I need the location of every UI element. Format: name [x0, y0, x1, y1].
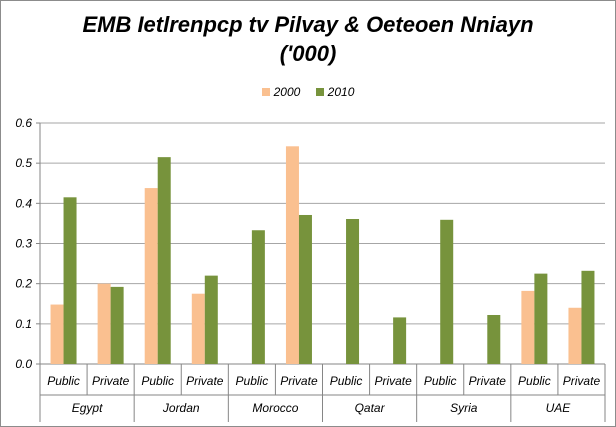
y-tick-label: 0.6 — [15, 116, 32, 130]
x-category-label: Private — [92, 374, 130, 388]
x-category-label: Public — [330, 374, 363, 388]
x-category-label: Private — [469, 374, 507, 388]
chart-title-line1: EMB Ietlrenpcp tv Pilvay & Oeteoen Nniay… — [82, 12, 534, 37]
bar-2010 — [346, 218, 360, 364]
bar-2010 — [393, 317, 407, 364]
x-category-label: Public — [424, 374, 457, 388]
x-category-label: Private — [563, 374, 601, 388]
chart-title: EMB Ietlrenpcp tv Pilvay & Oeteoen Nniay… — [0, 10, 616, 68]
bar-2010 — [204, 275, 218, 364]
bar-2000 — [97, 283, 111, 364]
chart-title-line2: ('000) — [279, 41, 337, 66]
x-category-label: Private — [374, 374, 412, 388]
x-category-label: Private — [186, 374, 224, 388]
legend-item-2010: 2010 — [315, 85, 355, 99]
bar-2000 — [568, 307, 582, 364]
legend-label-2000: 2000 — [273, 85, 301, 99]
x-group-label: Egypt — [72, 401, 103, 415]
x-category-label: Public — [141, 374, 174, 388]
bar-2000 — [50, 304, 64, 364]
y-tick-label: 0.4 — [15, 196, 32, 210]
legend-swatch-2010 — [315, 88, 324, 96]
legend-swatch-2000 — [261, 88, 270, 96]
x-group-label: Jordan — [162, 401, 200, 415]
y-tick-label: 0.1 — [15, 317, 32, 331]
bar-2000 — [285, 146, 299, 364]
bar-2010 — [581, 270, 595, 364]
bar-2010 — [298, 214, 312, 364]
x-group-label: UAE — [546, 401, 572, 415]
y-tick-label: 0.2 — [15, 277, 32, 291]
x-category-label: Public — [236, 374, 269, 388]
bar-2010 — [251, 230, 265, 364]
y-tick-label: 0.5 — [15, 156, 32, 170]
legend: 2000 2010 — [0, 85, 616, 99]
x-group-label: Qatar — [355, 401, 386, 415]
x-category-label: Private — [280, 374, 318, 388]
y-tick-label: 0.3 — [15, 237, 32, 251]
bar-2010 — [157, 157, 171, 364]
bar-2000 — [144, 188, 158, 364]
x-group-label: Syria — [450, 401, 478, 415]
x-group-label: Morocco — [252, 401, 298, 415]
legend-label-2010: 2010 — [327, 85, 355, 99]
bar-2000 — [191, 293, 205, 364]
x-category-label: Public — [518, 374, 551, 388]
bar-2010 — [534, 273, 548, 364]
bar-2010 — [440, 219, 454, 364]
bar-2010 — [487, 314, 501, 364]
bar-2010 — [110, 286, 124, 364]
bar-2000 — [521, 290, 535, 364]
x-category-label: Public — [47, 374, 80, 388]
legend-item-2000: 2000 — [261, 85, 301, 99]
y-tick-label: 0.0 — [15, 357, 32, 371]
bar-2010 — [63, 197, 77, 364]
